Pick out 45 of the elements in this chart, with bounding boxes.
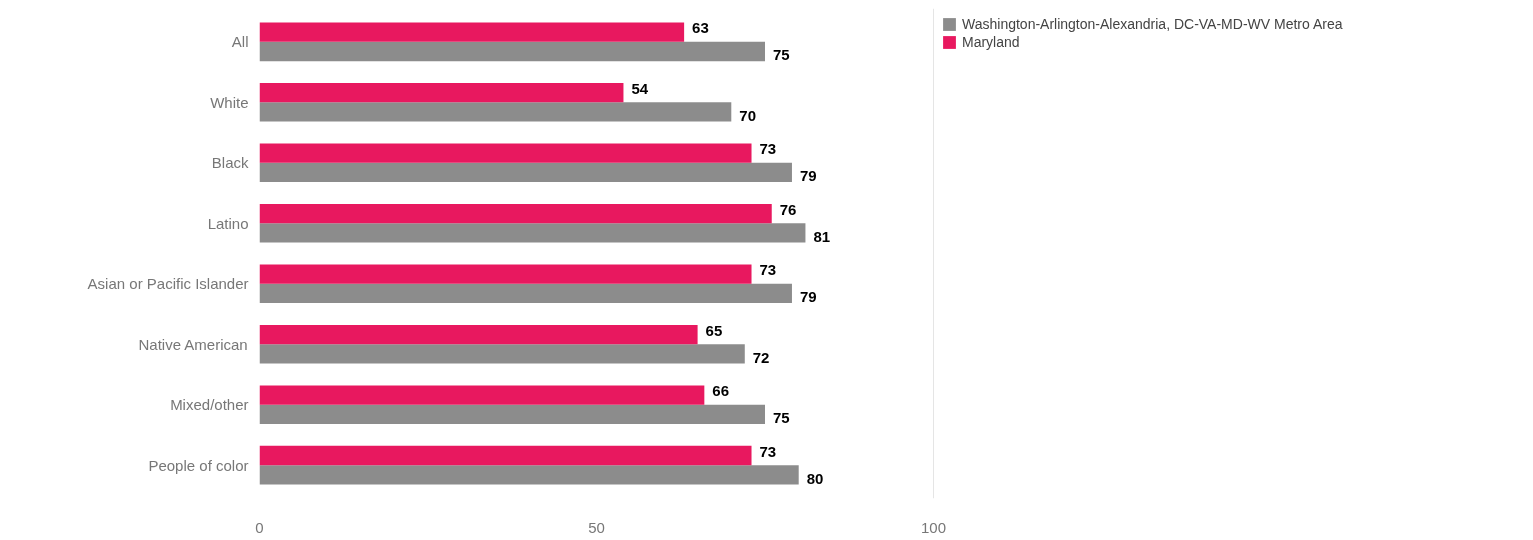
bar (259, 102, 732, 122)
data-label: 72 (752, 348, 770, 366)
bar (259, 264, 752, 284)
bar (259, 82, 624, 103)
y-tick-label: Mixed/other (170, 396, 249, 414)
data-label: 65 (705, 321, 723, 339)
bar (259, 162, 792, 183)
legend-label: Washington-Arlington-Alexandria, DC-VA-MD-WV Metro Area (962, 16, 1343, 32)
data-label: 75 (773, 409, 790, 427)
y-tick-label: Latino (207, 214, 249, 232)
x-tick-label: 0 (255, 518, 264, 536)
bar (259, 22, 685, 42)
bar (259, 324, 698, 345)
y-tick-label: Asian or Pacific Islander (87, 275, 249, 293)
data-label: 73 (759, 140, 777, 158)
data-label: 73 (759, 442, 777, 460)
bar (259, 344, 745, 364)
bar (259, 143, 752, 163)
data-label: 79 (799, 167, 817, 185)
bar (259, 404, 765, 425)
data-label: 81 (813, 227, 831, 245)
y-tick-label: White (210, 93, 249, 111)
y-tick-label: Native American (138, 335, 248, 353)
x-tick-label: 100 (920, 518, 947, 536)
bar (259, 385, 705, 405)
data-label: 54 (631, 79, 649, 97)
legend-label: Maryland (962, 34, 1020, 50)
bar (259, 203, 772, 224)
y-tick-label: Black (211, 154, 249, 172)
data-label: 80 (806, 469, 824, 487)
bar (259, 41, 765, 62)
data-label: 79 (799, 288, 817, 306)
y-tick-label: People of color (148, 456, 249, 474)
data-label: 76 (779, 200, 797, 218)
bar (259, 283, 792, 304)
data-label: 75 (773, 46, 790, 64)
y-tick-label: All (231, 33, 249, 51)
data-label: 70 (739, 106, 756, 124)
bar (259, 465, 799, 485)
data-label: 66 (712, 382, 730, 400)
bar (259, 223, 806, 243)
x-tick-label: 50 (588, 518, 605, 536)
data-label: 63 (692, 19, 709, 37)
data-label: 73 (759, 261, 777, 279)
bar (259, 445, 752, 466)
